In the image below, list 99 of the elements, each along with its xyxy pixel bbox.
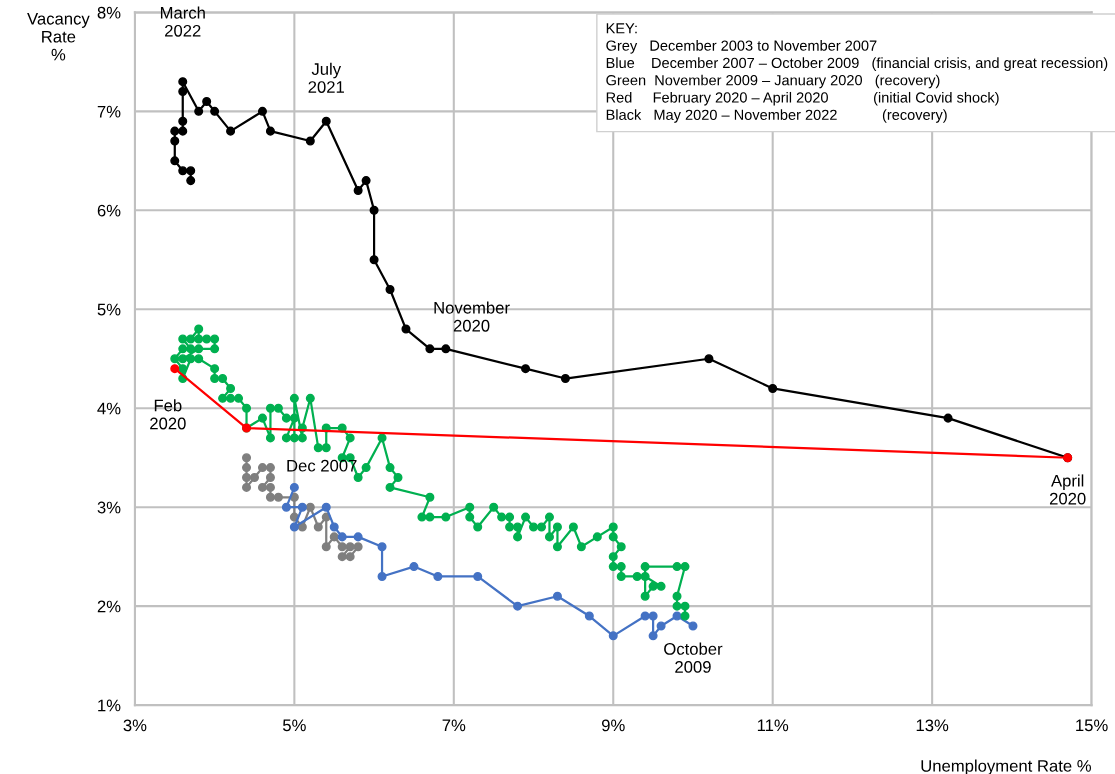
point [281,502,291,512]
y-tick-label: 8% [97,6,121,19]
point [353,185,363,196]
y-tick-label: 2% [97,600,121,613]
point [194,106,204,116]
point [178,77,188,87]
point [513,601,523,611]
point [401,324,411,334]
point [337,532,347,542]
point [265,126,275,136]
point [178,126,188,136]
point [186,166,196,176]
point [704,354,714,364]
point [353,532,363,542]
point [289,522,299,532]
point [345,542,355,552]
point [265,472,275,483]
point [249,472,260,483]
point [361,176,371,186]
point [321,502,331,512]
y-tick-label: 7% [97,105,121,118]
point [178,166,188,176]
point [202,96,212,106]
point [170,364,180,374]
y-axis-title: Vacancy Rate % [27,13,90,61]
y-tick-label: 5% [97,303,121,316]
point [273,492,283,502]
point [178,116,188,126]
point [321,116,331,126]
point [178,87,188,97]
x-tick-label: 15% [1076,719,1108,732]
point [170,136,180,146]
point [289,482,299,492]
point [369,205,379,215]
point [265,492,275,502]
x-tick-label: 3% [123,719,147,732]
point [329,532,339,542]
y-tick-label: 6% [97,204,121,217]
x-tick-label: 9% [601,719,625,732]
point [943,413,953,423]
point [409,562,419,572]
annotation: July 2021 [308,62,344,93]
x-tick-label: 7% [442,719,466,732]
point [433,571,443,581]
annotation: March 2022 [160,6,205,37]
point [345,552,355,562]
point [242,453,252,463]
point [313,522,323,532]
point [305,502,315,512]
point [656,621,666,631]
x-tick-label: 13% [916,719,949,732]
point [210,106,220,116]
point [584,611,594,621]
point [321,542,331,552]
point [170,156,180,166]
point [560,374,570,384]
point [640,611,650,621]
point [441,344,451,354]
point [369,255,379,265]
point [186,176,196,186]
annotation: KEY: Grey December 2003 to November 2007 Blue December 2007 – October 2009 (financial crisis, and great recession) Green November 2009 – January 2020 (recovery) Red February 2020 – April 2020 (initial Covid shock) Black May 2020 – November 2022 (recovery) [606,23,1108,123]
annotation: October 2009 [664,642,723,673]
point [353,542,363,552]
point [521,364,531,374]
point [552,591,562,601]
point [337,542,347,552]
point [257,463,267,473]
point [473,571,483,581]
x-tick-label: 11% [757,719,789,732]
point [265,463,275,473]
point [608,631,618,641]
point [768,383,778,393]
y-tick-label: 3% [97,501,121,514]
point [648,631,658,641]
point [688,621,698,631]
point [242,482,252,492]
point [226,126,236,136]
point [257,482,267,492]
point [305,136,315,146]
point [329,522,339,532]
point [242,463,252,473]
point [297,502,307,512]
x-tick-label: 5% [282,719,306,732]
point [377,542,387,552]
point [672,611,682,621]
point [257,106,267,116]
point [377,571,387,581]
annotation: November 2020 [434,301,510,332]
point [242,472,252,483]
point [170,126,180,136]
point [265,482,275,492]
y-tick-label: 4% [97,402,121,415]
point [337,552,347,562]
annotation: Feb 2020 [150,399,186,430]
annotation: April 2020 [1049,474,1086,505]
point [425,344,435,354]
point [648,611,658,621]
y-tick-label: 1% [98,699,121,712]
point [385,284,395,294]
